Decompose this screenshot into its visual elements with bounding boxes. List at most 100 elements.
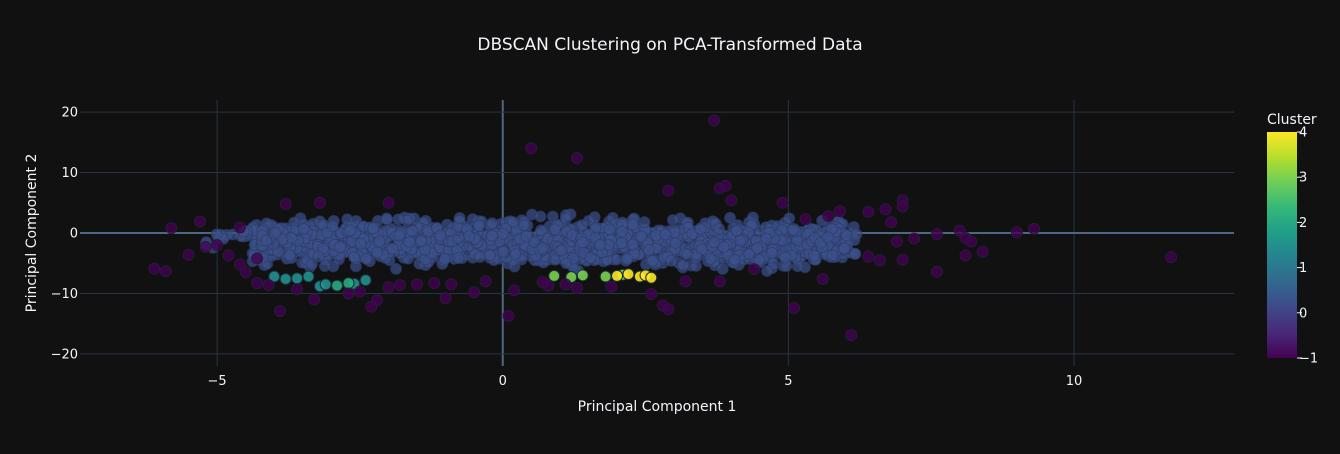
data-point (406, 224, 419, 237)
data-point (761, 264, 774, 277)
data-point (403, 235, 416, 248)
data-point (474, 250, 487, 263)
data-point (724, 211, 737, 224)
data-point (148, 262, 161, 275)
data-point (659, 228, 672, 241)
colorbar-tick-label: 3 (1299, 171, 1307, 186)
data-point (165, 222, 178, 235)
data-point (279, 272, 292, 285)
data-point (393, 229, 406, 242)
data-point (251, 252, 264, 265)
data-point (484, 249, 497, 262)
data-point (439, 292, 452, 305)
data-point (716, 263, 729, 276)
x-tick-label: 5 (784, 374, 792, 389)
data-point (862, 205, 875, 218)
data-point (373, 235, 386, 248)
data-point (845, 329, 858, 342)
y-tick-label: −20 (51, 347, 78, 362)
data-point (367, 222, 380, 235)
data-point (536, 275, 549, 288)
data-point (896, 200, 909, 213)
y-tick-label: 0 (70, 227, 78, 242)
data-point (833, 205, 846, 218)
data-point (233, 258, 246, 271)
data-point (365, 300, 378, 313)
data-point (268, 270, 281, 283)
x-tick-label: 0 (499, 374, 507, 389)
data-point (783, 212, 796, 225)
data-point (575, 219, 588, 232)
data-point (626, 238, 639, 251)
data-point (840, 229, 853, 242)
data-point (626, 218, 639, 231)
data-point (445, 278, 458, 291)
data-point (348, 251, 361, 264)
data-point (486, 217, 499, 230)
data-point (666, 214, 679, 227)
data-point (525, 142, 538, 155)
data-point (669, 236, 682, 249)
x-tick-label: −5 (208, 374, 227, 389)
data-point (342, 287, 355, 300)
data-point (695, 243, 708, 256)
data-point (751, 242, 764, 255)
x-axis-title: Principal Component 1 (578, 399, 737, 415)
data-point (210, 228, 223, 241)
data-point (908, 232, 921, 245)
data-point (642, 243, 655, 256)
data-point (599, 270, 612, 283)
data-point (584, 251, 597, 264)
data-point (193, 215, 206, 228)
data-point (734, 234, 747, 247)
colorbar-tick-label: 4 (1299, 126, 1307, 141)
data-point (434, 229, 447, 242)
data-point (260, 234, 273, 247)
data-point (611, 269, 624, 282)
data-point (555, 244, 568, 257)
data-point (879, 203, 892, 216)
y-tick-label: −10 (51, 287, 78, 302)
data-point (635, 230, 648, 243)
data-point (428, 277, 441, 290)
data-point (681, 248, 694, 261)
data-point (890, 235, 903, 248)
data-point (411, 278, 424, 291)
data-point (251, 277, 264, 290)
data-point (479, 275, 492, 288)
data-point (976, 245, 989, 258)
data-point (787, 223, 800, 236)
x-tick-label: 10 (1066, 374, 1083, 389)
data-point (838, 242, 851, 255)
data-point (760, 232, 773, 245)
data-point (1165, 251, 1178, 264)
data-point (788, 301, 801, 314)
data-point (390, 262, 403, 275)
data-point (331, 279, 344, 292)
data-point (571, 282, 584, 295)
data-point (615, 237, 628, 250)
data-point (826, 249, 839, 262)
data-point (520, 230, 533, 243)
data-point (415, 235, 428, 248)
data-point (605, 280, 618, 293)
data-point (645, 271, 658, 284)
data-point (679, 275, 692, 288)
data-point (677, 258, 690, 271)
data-point (371, 246, 384, 259)
data-point (326, 220, 339, 233)
data-point (313, 196, 326, 209)
data-point (382, 281, 395, 294)
data-point (273, 304, 286, 317)
data-point (930, 265, 943, 278)
data-point (496, 227, 509, 240)
data-point (382, 196, 395, 209)
data-point (536, 242, 549, 255)
data-point (662, 184, 675, 197)
colorbar-tick-label: −1 (1299, 352, 1318, 367)
data-point (560, 257, 573, 270)
data-point (849, 247, 862, 260)
data-point (576, 269, 589, 282)
data-point (713, 275, 726, 288)
